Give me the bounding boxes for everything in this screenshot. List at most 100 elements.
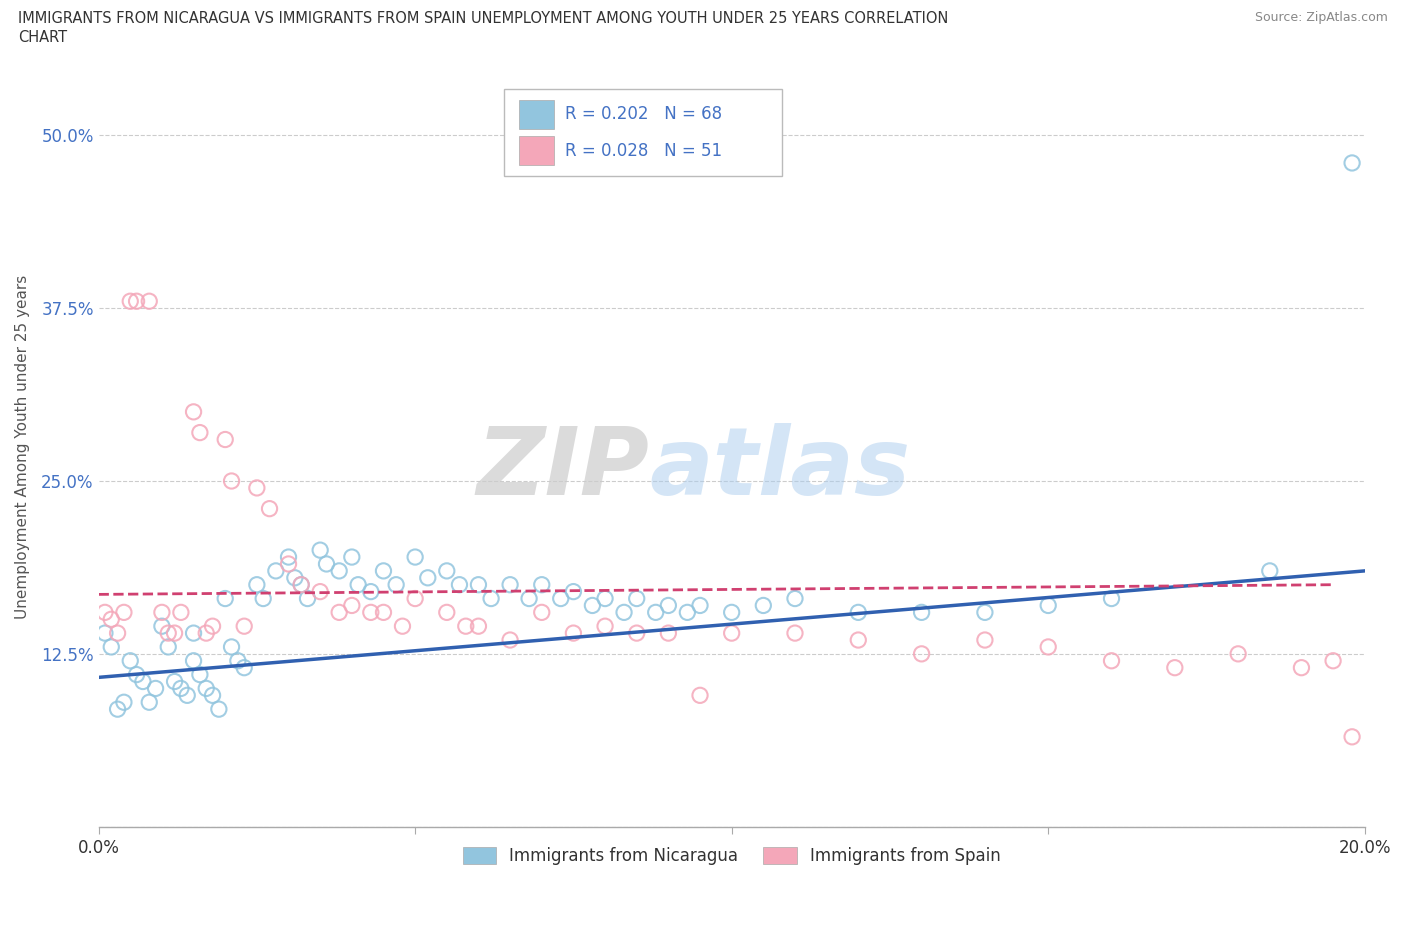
Point (1291, 660, 1313, 675)
Point (974, 604, 997, 619)
Point (125, 667, 148, 682)
Point (170, 681, 193, 696)
Point (226, 654, 249, 669)
Point (416, 570, 439, 585)
Point (290, 578, 312, 592)
FancyBboxPatch shape (519, 100, 554, 128)
Point (562, 626, 585, 641)
Point (910, 646, 932, 661)
Point (201, 688, 224, 703)
Point (530, 578, 553, 592)
Point (644, 604, 666, 619)
Point (1258, 564, 1281, 578)
Text: Source: ZipAtlas.com: Source: ZipAtlas.com (1254, 11, 1388, 24)
Point (499, 578, 522, 592)
Point (1227, 646, 1250, 661)
Point (454, 618, 477, 633)
Point (290, 578, 312, 592)
Text: atlas: atlas (650, 423, 911, 515)
Point (138, 695, 160, 710)
Point (626, 626, 648, 641)
Point (309, 584, 332, 599)
Point (436, 604, 458, 619)
Point (246, 578, 269, 592)
Point (404, 550, 426, 565)
Point (404, 591, 426, 606)
Point (201, 618, 224, 633)
Point (277, 550, 299, 565)
Point (720, 604, 742, 619)
Point (221, 473, 243, 488)
Point (910, 604, 932, 619)
Point (360, 604, 382, 619)
Text: R = 0.028   N = 51: R = 0.028 N = 51 (565, 141, 721, 160)
Point (449, 578, 471, 592)
Point (100, 612, 122, 627)
Point (195, 681, 218, 696)
Point (467, 618, 489, 633)
Point (1038, 640, 1060, 655)
Point (347, 578, 370, 592)
Point (183, 654, 205, 669)
Point (340, 598, 363, 613)
Point (264, 564, 287, 578)
Point (593, 591, 616, 606)
Point (689, 598, 711, 613)
Point (1101, 654, 1123, 669)
Point (277, 556, 299, 571)
Point (328, 604, 350, 619)
Point (1101, 591, 1123, 606)
Point (163, 674, 186, 689)
Text: R = 0.202   N = 68: R = 0.202 N = 68 (565, 105, 721, 123)
Point (100, 640, 122, 655)
Point (499, 632, 522, 647)
Point (208, 702, 231, 717)
Point (783, 626, 806, 641)
FancyBboxPatch shape (503, 89, 782, 177)
Point (157, 640, 180, 655)
Point (360, 584, 382, 599)
Point (163, 626, 186, 641)
Text: IMMIGRANTS FROM NICARAGUA VS IMMIGRANTS FROM SPAIN UNEMPLOYMENT AMONG YOUTH UNDE: IMMIGRANTS FROM NICARAGUA VS IMMIGRANTS … (18, 11, 949, 26)
Point (297, 591, 319, 606)
Point (689, 688, 711, 703)
Point (252, 591, 274, 606)
Point (170, 604, 193, 619)
Point (176, 688, 198, 703)
Point (315, 556, 337, 571)
Point (752, 598, 775, 613)
Point (138, 294, 160, 309)
Point (613, 604, 636, 619)
Point (391, 618, 413, 633)
Text: ZIP: ZIP (477, 423, 650, 515)
Point (284, 570, 307, 585)
Point (373, 604, 395, 619)
Point (720, 626, 742, 641)
Point (846, 632, 869, 647)
Point (676, 604, 699, 619)
Point (550, 591, 572, 606)
Point (517, 591, 540, 606)
Point (436, 564, 458, 578)
Point (562, 584, 585, 599)
Point (373, 564, 395, 578)
Point (328, 564, 350, 578)
Point (233, 660, 256, 675)
Point (467, 578, 489, 592)
Legend: Immigrants from Nicaragua, Immigrants from Spain: Immigrants from Nicaragua, Immigrants fr… (456, 840, 1007, 871)
Point (657, 626, 679, 641)
Point (309, 543, 332, 558)
Point (94, 626, 117, 641)
Point (150, 604, 173, 619)
Point (259, 501, 281, 516)
Point (132, 674, 155, 689)
Text: CHART: CHART (18, 30, 67, 45)
Point (214, 591, 236, 606)
Point (657, 598, 679, 613)
Point (125, 294, 148, 309)
Point (1038, 598, 1060, 613)
Point (340, 550, 363, 565)
Point (107, 702, 129, 717)
Point (581, 598, 603, 613)
Point (626, 591, 648, 606)
